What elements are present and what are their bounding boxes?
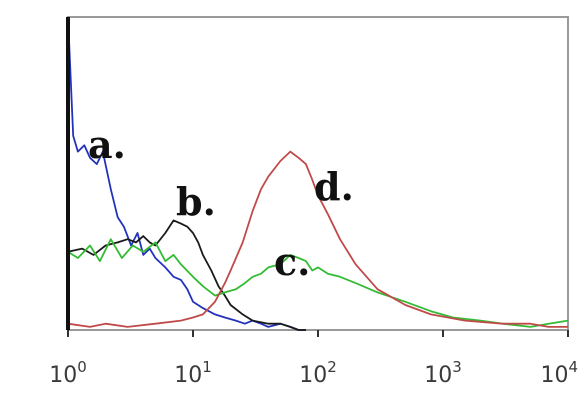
series-line-c <box>67 238 569 328</box>
series-label-a: a. <box>88 122 126 167</box>
x-tick-label: 102 <box>299 358 337 388</box>
series-line-d <box>67 150 568 328</box>
series-line-b <box>67 219 306 331</box>
x-axis-ticks: 100 101 102 103 104 <box>49 330 578 388</box>
x-tick-label: 101 <box>174 358 212 388</box>
x-tick-label: 103 <box>424 358 462 388</box>
series-layer <box>67 16 569 331</box>
x-tick-label: 100 <box>49 358 87 388</box>
plot-area <box>67 16 569 331</box>
x-tick-label: 104 <box>540 358 578 388</box>
series-label-d: d. <box>314 164 354 209</box>
series-label-b: b. <box>176 179 216 224</box>
series-labels: a. b. c.d. <box>88 122 354 284</box>
series-line-a <box>67 16 306 331</box>
series-label-c: c. <box>274 239 310 284</box>
